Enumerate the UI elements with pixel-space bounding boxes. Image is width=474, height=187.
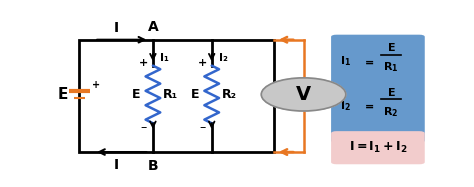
Text: $\mathbf{=}$: $\mathbf{=}$: [362, 56, 374, 66]
FancyBboxPatch shape: [331, 35, 425, 143]
Text: I: I: [114, 21, 119, 35]
Text: –: –: [200, 121, 206, 134]
Text: B: B: [147, 160, 158, 173]
Text: +: +: [139, 58, 148, 68]
Text: $\mathbf{E}$: $\mathbf{E}$: [387, 86, 395, 98]
Text: V: V: [296, 85, 311, 104]
Text: E: E: [132, 88, 140, 101]
Text: E: E: [191, 88, 199, 101]
Text: $\mathbf{=}$: $\mathbf{=}$: [362, 101, 374, 111]
Text: R₁: R₁: [163, 88, 178, 101]
Text: $\mathbf{E}$: $\mathbf{E}$: [387, 41, 395, 53]
Text: +: +: [198, 58, 207, 68]
Circle shape: [261, 78, 346, 111]
Text: $\mathbf{I_1}$: $\mathbf{I_1}$: [340, 54, 351, 68]
Text: $\mathbf{I=I_1+I_2}$: $\mathbf{I=I_1+I_2}$: [348, 140, 407, 155]
Text: +: +: [92, 80, 100, 91]
Text: R₂: R₂: [222, 88, 237, 101]
Text: I₂: I₂: [219, 53, 228, 63]
Text: I₁: I₁: [160, 53, 169, 63]
FancyBboxPatch shape: [331, 131, 425, 164]
Text: $\mathbf{R_1}$: $\mathbf{R_1}$: [383, 60, 399, 74]
Text: $\mathbf{I_2}$: $\mathbf{I_2}$: [340, 99, 351, 113]
Text: E: E: [58, 87, 68, 102]
Text: A: A: [147, 20, 158, 34]
Text: I: I: [114, 158, 119, 172]
Text: –: –: [141, 121, 147, 134]
Text: $\mathbf{R_2}$: $\mathbf{R_2}$: [383, 105, 399, 119]
